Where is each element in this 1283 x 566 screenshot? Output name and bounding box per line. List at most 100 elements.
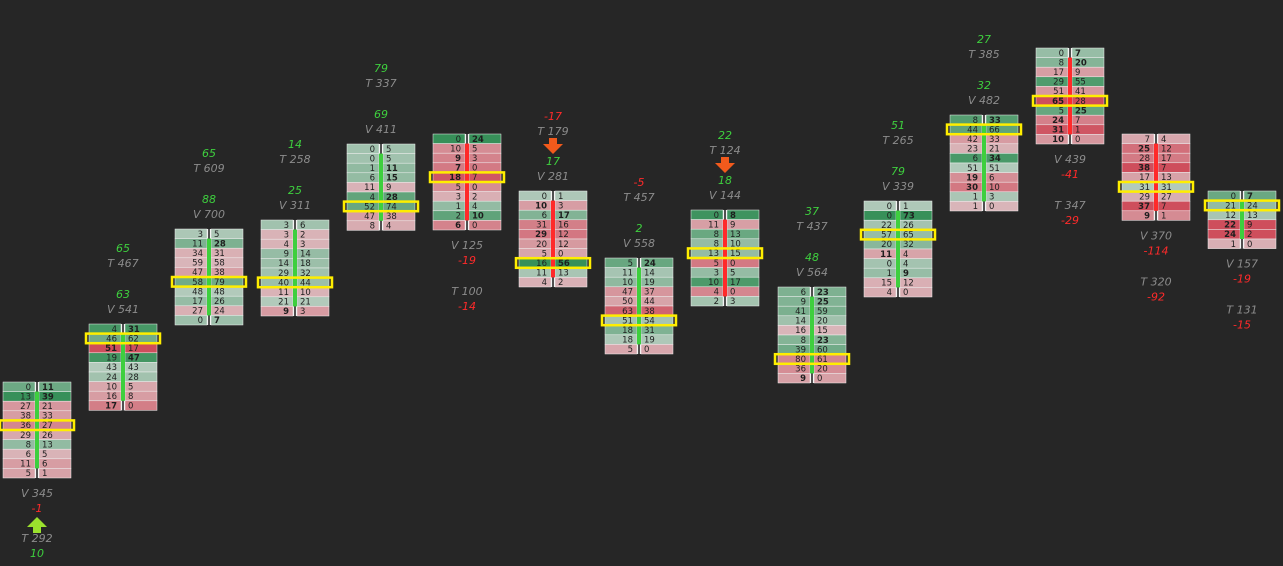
- bid-volume: 17: [1053, 68, 1064, 78]
- bid-volume: 4: [284, 240, 289, 250]
- ask-volume: 0: [1075, 135, 1080, 145]
- bid-volume: 8: [714, 240, 719, 250]
- annotation: 79: [374, 62, 388, 75]
- bid-volume: 28: [1139, 154, 1150, 164]
- bid-volume: 11: [192, 239, 203, 249]
- bid-volume: 29: [278, 269, 289, 279]
- ask-volume: 0: [472, 221, 477, 231]
- ask-volume: 74: [386, 202, 397, 212]
- annotation: V 558: [623, 237, 655, 250]
- ask-volume: 6: [989, 173, 994, 183]
- annotation: -114: [1144, 244, 1169, 257]
- ask-volume: 21: [42, 402, 53, 412]
- bid-volume: 23: [967, 145, 978, 155]
- annotation: 10: [30, 547, 44, 560]
- ask-volume: 17: [730, 278, 741, 288]
- annotation: -19: [1233, 273, 1251, 286]
- bid-volume: 8: [801, 336, 806, 346]
- bid-volume: 50: [622, 297, 633, 307]
- annotation: 48: [805, 251, 819, 264]
- annotation: T 437: [796, 220, 827, 233]
- bid-volume: 9: [283, 307, 289, 317]
- poc-highlight: [1117, 180, 1195, 193]
- bid-volume: 51: [105, 344, 117, 354]
- ask-volume: 4: [472, 202, 477, 212]
- bid-volume: 11: [20, 460, 31, 470]
- ask-volume: 11: [386, 164, 398, 174]
- ask-volume: 65: [903, 231, 914, 241]
- bid-volume: 22: [881, 221, 892, 231]
- bid-volume: 18: [622, 326, 633, 336]
- bid-volume: 34: [192, 249, 203, 259]
- poc-highlight: [945, 123, 1023, 136]
- bid-volume: 0: [887, 202, 892, 212]
- bid-volume: 47: [364, 212, 375, 222]
- ask-volume: 9: [903, 269, 909, 279]
- bid-volume: 6: [973, 154, 978, 164]
- ask-volume: 13: [1161, 173, 1172, 183]
- bid-volume: 11: [536, 269, 547, 279]
- bid-volume: 5: [542, 249, 547, 259]
- bid-volume: 19: [966, 173, 978, 183]
- bid-volume: 48: [192, 287, 203, 297]
- ask-volume: 7: [1161, 164, 1166, 174]
- ask-volume: 54: [644, 316, 655, 326]
- bid-volume: 36: [795, 365, 806, 375]
- ask-volume: 9: [730, 220, 735, 230]
- bid-volume: 1: [973, 193, 978, 203]
- ask-volume: 28: [1075, 97, 1086, 107]
- ask-volume: 12: [558, 230, 569, 240]
- bid-volume: 39: [795, 345, 806, 355]
- ask-volume: 31: [644, 326, 655, 336]
- annotation: 22: [718, 129, 732, 142]
- bid-volume: 5: [714, 259, 719, 269]
- ask-volume: 9: [1075, 68, 1080, 78]
- ask-volume: 9: [1247, 221, 1252, 231]
- ask-volume: 20: [817, 317, 828, 327]
- ask-volume: 48: [214, 287, 225, 297]
- bid-volume: 29: [1139, 192, 1150, 202]
- bid-volume: 3: [714, 268, 719, 278]
- ask-volume: 9: [386, 183, 391, 193]
- ask-volume: 3: [730, 297, 735, 307]
- annotation: -1: [32, 502, 43, 515]
- signal-arrow: [27, 517, 47, 533]
- annotation: 18: [718, 174, 732, 187]
- ask-volume: 13: [1247, 211, 1258, 221]
- annotation: -15: [1233, 319, 1251, 332]
- annotation: V 564: [796, 266, 828, 279]
- bid-volume: 6: [542, 211, 547, 221]
- ask-volume: 3: [989, 193, 994, 203]
- ask-volume: 12: [558, 240, 569, 250]
- ask-volume: 2: [558, 278, 563, 288]
- bid-volume: 8: [714, 230, 719, 240]
- annotation: 65: [116, 242, 130, 255]
- candle-body: [637, 267, 641, 345]
- poc-highlight: [686, 247, 764, 260]
- ask-volume: 31: [1161, 183, 1172, 193]
- ask-volume: 26: [214, 297, 225, 307]
- ask-volume: 0: [128, 402, 133, 412]
- ask-volume: 28: [128, 373, 139, 383]
- ask-volume: 12: [903, 279, 914, 289]
- ask-volume: 23: [817, 336, 829, 346]
- ask-volume: 10: [300, 288, 311, 298]
- footprint-column: 6 23 9 25 41 59 14 20 16 15 8 23 39 60 80 61 36 20 9 0 V 564…: [773, 205, 851, 384]
- ask-volume: 31: [128, 325, 140, 335]
- annotation: -19: [458, 254, 476, 267]
- ask-volume: 27: [1161, 192, 1172, 202]
- annotation: T 457: [623, 191, 654, 204]
- bid-volume: 18: [622, 336, 633, 346]
- candle-body: [1240, 200, 1244, 239]
- annotation: V 439: [1054, 153, 1086, 166]
- bid-volume: 1: [456, 202, 461, 212]
- bid-volume: 0: [456, 135, 461, 145]
- ask-volume: 14: [644, 268, 655, 278]
- bid-volume: 0: [1059, 49, 1064, 59]
- bid-volume: 11: [880, 250, 892, 260]
